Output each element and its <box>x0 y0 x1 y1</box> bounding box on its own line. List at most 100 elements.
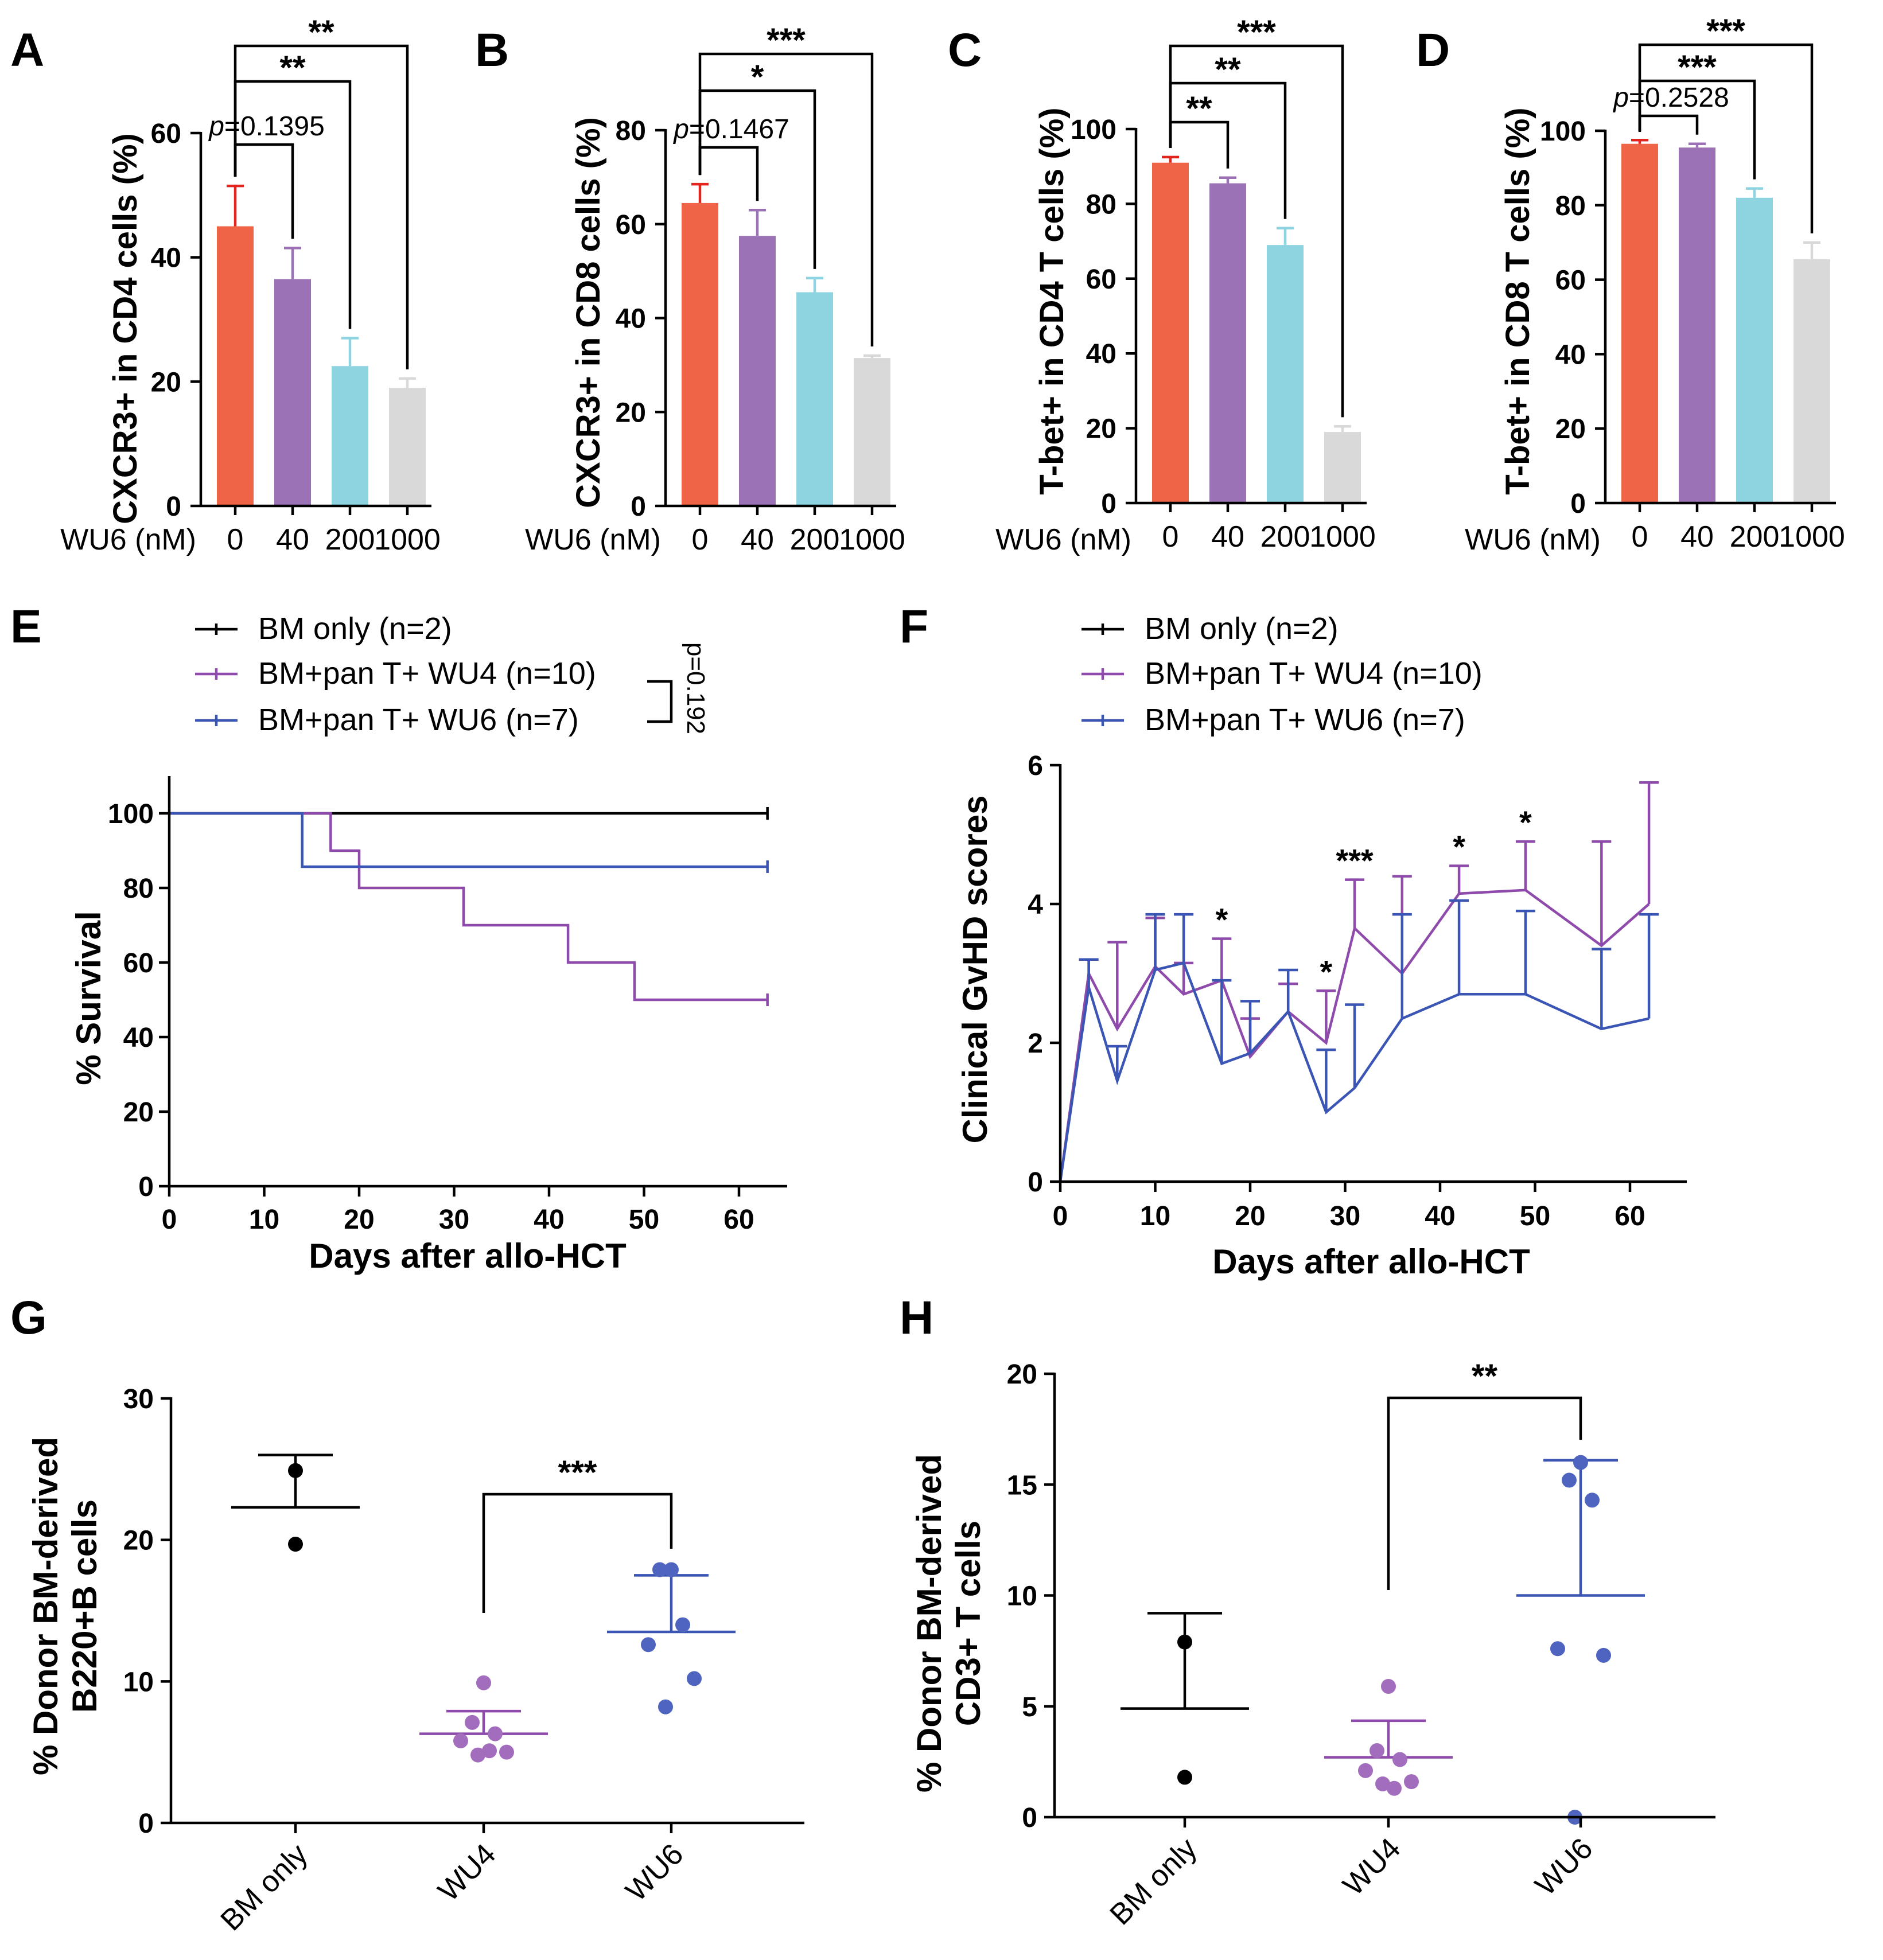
data-point-g-2-3 <box>641 1637 656 1653</box>
sig-bracket-c-2 <box>1169 44 1344 418</box>
x-tick-label-g-0: BM only <box>215 1837 314 1937</box>
x-tick-label-f-0: 0 <box>1053 1201 1068 1232</box>
y-tick-label-e-3: 60 <box>123 948 154 979</box>
panel-a: A CXCR3+ in CD4 cells (%) WU6 (nM) 0 40 20… <box>10 14 441 556</box>
comparison-label-h: ** <box>1472 1358 1498 1395</box>
x-tick-label-f-6: 60 <box>1614 1201 1645 1232</box>
data-point-g-2-5 <box>658 1699 673 1714</box>
y-axis-label-g-line2: B220+B cells <box>65 1499 104 1713</box>
sig-bracket-a-0 <box>234 143 294 239</box>
y-axis-label-h-line2: CD3+ T cells <box>949 1521 987 1727</box>
x-tick-label-d-2: 200 <box>1730 520 1780 554</box>
y-tick-label-e-0: 0 <box>138 1172 154 1202</box>
comparison-bracket-g <box>482 1493 673 1613</box>
panel-label-g: G <box>10 1292 47 1344</box>
legend-f: BM only (n=2) BM+pan T+ WU4 (n=10) BM+pa… <box>1081 611 1483 737</box>
x-axis-title-a: WU6 (nM) <box>60 523 196 556</box>
y-tick-label-g-3: 30 <box>123 1384 154 1415</box>
x-tick-label-h-0: BM only <box>1104 1832 1204 1931</box>
bar-c-3 <box>1324 432 1361 503</box>
x-tick-label-f-3: 30 <box>1330 1201 1360 1232</box>
y-tick-label-c-2: 40 <box>1086 339 1116 369</box>
bar-b-0 <box>682 202 718 506</box>
y-tick-label-e-2: 40 <box>123 1023 154 1053</box>
x-axis-title-b: WU6 (nM) <box>525 523 661 556</box>
data-point-h-2-2 <box>1585 1493 1600 1508</box>
data-point-g-1-2 <box>488 1726 503 1741</box>
data-point-g-2-2 <box>675 1617 690 1632</box>
survival-curve-e-1 <box>169 812 768 1002</box>
data-point-h-1-6 <box>1387 1780 1402 1796</box>
data-point-h-2-3 <box>1550 1641 1565 1657</box>
y-tick-label-h-4: 20 <box>1007 1359 1037 1390</box>
scatter-chart-g: BM only WU4 WU6 0 10 20 30 *** <box>123 1384 804 1937</box>
x-tick-label-b-1: 40 <box>741 523 774 556</box>
x-tick-label-b-0: 0 <box>692 523 709 556</box>
data-point-h-1-1 <box>1370 1743 1384 1759</box>
survival-chart-e: 0 20 40 60 80 100 0 10 20 30 40 50 60 <box>108 776 787 1235</box>
sig-bracket-d-0 <box>1638 114 1699 135</box>
sig-label-c-2: *** <box>1237 14 1276 51</box>
sig-bracket-c-0 <box>1169 120 1230 169</box>
sig-label-f-3: * <box>1453 828 1465 864</box>
legend-f-label-3: BM+pan T+ WU6 (n=7) <box>1145 703 1465 737</box>
data-point-h-1-0 <box>1381 1678 1396 1694</box>
sig-label-c-1: ** <box>1215 51 1241 88</box>
x-tick-label-d-3: 1000 <box>1779 520 1845 554</box>
y-tick-label-e-1: 20 <box>123 1097 154 1128</box>
data-point-h-0-1 <box>1177 1770 1192 1785</box>
y-tick-label-f-0: 0 <box>1028 1167 1043 1198</box>
y-tick-label-f-2: 4 <box>1028 890 1043 920</box>
sig-bracket-b-2 <box>698 52 874 346</box>
x-axis-label-e: Days after allo-HCT <box>309 1237 626 1275</box>
data-point-g-1-3 <box>453 1733 468 1748</box>
x-tick-label-d-1: 40 <box>1680 520 1714 554</box>
legend-f-label-1: BM only (n=2) <box>1145 611 1339 646</box>
bar-c-1 <box>1209 183 1246 503</box>
y-tick-label-d-2: 40 <box>1555 340 1586 370</box>
sig-bracket-b-0 <box>698 146 759 201</box>
x-tick-label-a-0: 0 <box>227 523 244 556</box>
data-point-h-1-2 <box>1392 1752 1407 1767</box>
panel-b: B CXCR3+ in CD8 cells (%) WU6 (nM) 0 40 20… <box>475 22 905 556</box>
x-tick-label-e-6: 60 <box>723 1205 754 1235</box>
data-point-g-2-4 <box>687 1671 702 1686</box>
y-tick-label-h-1: 5 <box>1022 1692 1037 1723</box>
legend-e-label-3: BM+pan T+ WU6 (n=7) <box>258 703 579 737</box>
legend-f-item-1: BM only (n=2) <box>1081 611 1339 646</box>
data-point-h-1-3 <box>1358 1763 1373 1778</box>
panel-g: G % Donor BM-derived B220+B cells BM onl… <box>10 1292 804 1937</box>
legend-e-item-1: BM only (n=2) <box>195 611 452 646</box>
legend-e-item-3: BM+pan T+ WU6 (n=7) <box>195 703 579 737</box>
y-tick-label-b-2: 40 <box>616 304 646 334</box>
sig-label-f-0: * <box>1215 902 1228 938</box>
x-tick-label-h-1: WU4 <box>1337 1832 1407 1902</box>
sig-bracket-d-2 <box>1638 43 1814 233</box>
y-tick-label-c-5: 100 <box>1071 115 1116 145</box>
sig-label-f-4: * <box>1519 804 1532 840</box>
survival-curve-e-2 <box>169 812 768 868</box>
bar-a-3 <box>389 388 426 506</box>
bar-d-1 <box>1679 147 1715 504</box>
y-tick-label-c-1: 20 <box>1086 414 1116 445</box>
legend-e: BM only (n=2) BM+pan T+ WU4 (n=10) BM+pa… <box>195 611 710 737</box>
x-tick-label-d-0: 0 <box>1632 520 1648 554</box>
y-axis-label-c: T-bet+ in CD4 T cells (%) <box>1033 107 1071 494</box>
x-tick-label-f-1: 10 <box>1140 1201 1170 1232</box>
y-tick-label-h-3: 15 <box>1007 1470 1037 1501</box>
y-tick-label-g-0: 0 <box>138 1809 154 1839</box>
x-tick-label-b-2: 200 <box>790 523 840 556</box>
panel-c: C T-bet+ in CD4 T cells (%) WU6 (nM) 0 40… <box>948 14 1376 556</box>
x-tick-label-g-1: WU4 <box>432 1837 503 1908</box>
x-tick-label-a-3: 1000 <box>374 523 441 556</box>
x-tick-label-c-1: 40 <box>1211 520 1244 554</box>
x-axis-title-d: WU6 (nM) <box>1465 523 1601 556</box>
panel-d: D T-bet+ in CD8 T cells (%) WU6 (nM) 0 40… <box>1416 13 1845 556</box>
bar-b-1 <box>739 236 776 506</box>
data-point-h-2-1 <box>1562 1472 1577 1488</box>
x-tick-label-c-3: 1000 <box>1309 520 1376 554</box>
y-tick-label-a-2: 40 <box>151 243 181 274</box>
